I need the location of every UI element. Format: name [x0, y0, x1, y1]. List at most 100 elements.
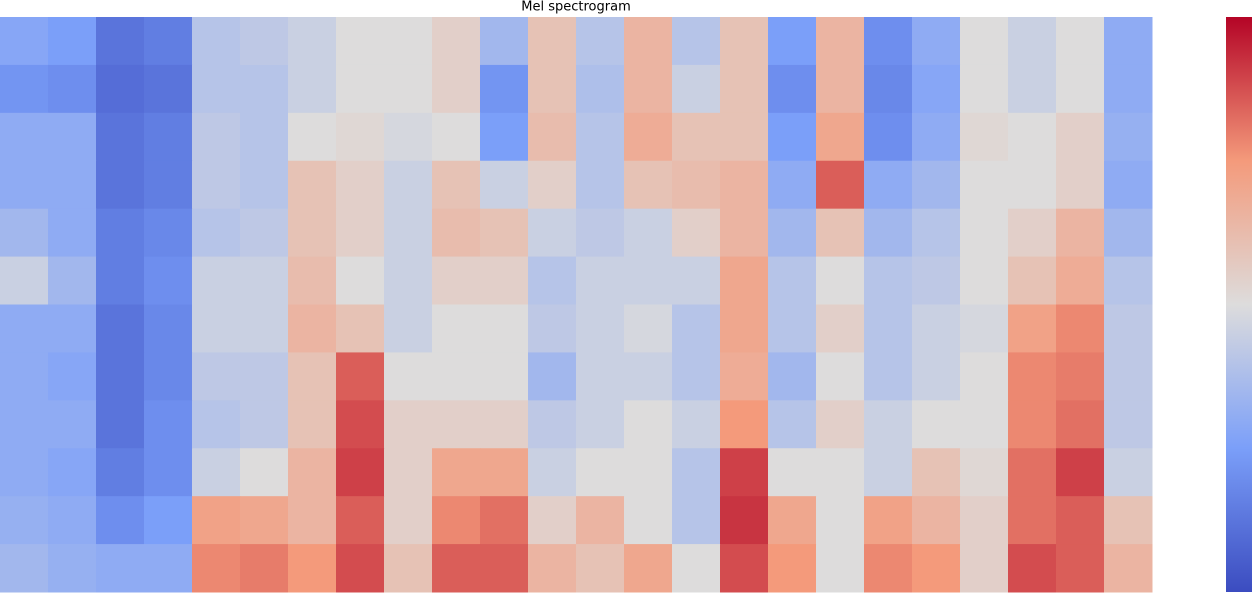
heatmap-cell — [960, 64, 1009, 114]
heatmap-cell — [1008, 304, 1057, 353]
heatmap-cell — [384, 448, 433, 497]
heatmap-cell — [144, 256, 193, 305]
heatmap-cell — [96, 17, 145, 66]
heatmap-cell — [1008, 208, 1057, 258]
heatmap-cell — [144, 64, 193, 114]
heatmap-cell — [48, 400, 97, 449]
heatmap-cell — [192, 112, 241, 162]
heatmap-cell — [624, 160, 673, 210]
heatmap-cell — [1008, 17, 1057, 66]
heatmap-cell — [1008, 352, 1057, 401]
heatmap-cell — [768, 112, 817, 162]
heatmap-cell — [432, 544, 481, 593]
heatmap-cell — [1008, 544, 1057, 593]
heatmap-cell — [432, 352, 481, 401]
heatmap-cell — [768, 304, 817, 353]
heatmap-cell — [864, 17, 913, 66]
heatmap-cell — [1056, 160, 1105, 210]
heatmap-cell — [1104, 448, 1153, 497]
heatmap-cell — [912, 64, 961, 114]
heatmap-cell — [1056, 256, 1105, 305]
heatmap-cell — [768, 208, 817, 258]
heatmap-cell — [240, 496, 289, 545]
heatmap-cell — [384, 208, 433, 258]
heatmap-cell — [1104, 400, 1153, 449]
heatmap-cell — [336, 256, 385, 305]
heatmap-cell — [576, 64, 625, 114]
heatmap-cell — [480, 352, 529, 401]
heatmap-cell — [1104, 112, 1153, 162]
heatmap-cell — [864, 544, 913, 593]
heatmap-cell — [576, 160, 625, 210]
heatmap-cell — [768, 400, 817, 449]
heatmap-cell — [720, 160, 769, 210]
heatmap-cell — [432, 256, 481, 305]
heatmap-cell — [1056, 400, 1105, 449]
heatmap-cell — [1104, 256, 1153, 305]
heatmap-cell — [336, 544, 385, 593]
heatmap-cell — [0, 64, 49, 114]
heatmap-cell — [288, 448, 337, 497]
heatmap-cell — [672, 304, 721, 353]
heatmap-cell — [528, 17, 577, 66]
heatmap-cell — [384, 64, 433, 114]
heatmap-cell — [864, 112, 913, 162]
heatmap-cell — [0, 448, 49, 497]
heatmap-cell — [720, 448, 769, 497]
heatmap-cell — [672, 64, 721, 114]
heatmap-cell — [480, 160, 529, 210]
heatmap-cell — [240, 256, 289, 305]
heatmap-cell — [720, 17, 769, 66]
heatmap-cell — [48, 304, 97, 353]
heatmap-cell — [192, 64, 241, 114]
heatmap-cells — [0, 17, 1153, 593]
heatmap-cell — [960, 17, 1009, 66]
heatmap-cell — [240, 160, 289, 210]
heatmap-cell — [144, 496, 193, 545]
heatmap-cell — [96, 208, 145, 258]
heatmap-cell — [288, 160, 337, 210]
heatmap-cell — [288, 304, 337, 353]
heatmap-cell — [480, 208, 529, 258]
heatmap-cell — [576, 304, 625, 353]
heatmap-cell — [528, 208, 577, 258]
heatmap-cell — [672, 400, 721, 449]
heatmap-cell — [912, 256, 961, 305]
heatmap-cell — [624, 304, 673, 353]
heatmap-cell — [288, 64, 337, 114]
heatmap-cell — [768, 256, 817, 305]
heatmap-cell — [48, 64, 97, 114]
heatmap-cell — [336, 208, 385, 258]
heatmap-cell — [768, 352, 817, 401]
heatmap-cell — [192, 400, 241, 449]
heatmap-cell — [960, 448, 1009, 497]
heatmap-cell — [192, 160, 241, 210]
heatmap-cell — [816, 304, 865, 353]
heatmap-cell — [240, 400, 289, 449]
heatmap-cell — [48, 112, 97, 162]
heatmap-cell — [624, 112, 673, 162]
heatmap-cell — [720, 400, 769, 449]
heatmap-cell — [864, 208, 913, 258]
heatmap-cell — [1008, 64, 1057, 114]
heatmap-cell — [864, 256, 913, 305]
heatmap-cell — [48, 496, 97, 545]
heatmap-cell — [576, 352, 625, 401]
heatmap-cell — [672, 160, 721, 210]
heatmap-cell — [1104, 352, 1153, 401]
heatmap-cell — [144, 208, 193, 258]
heatmap-cell — [48, 544, 97, 593]
heatmap-cell — [576, 208, 625, 258]
heatmap-cell — [336, 112, 385, 162]
heatmap-cell — [960, 208, 1009, 258]
heatmap-cell — [1056, 208, 1105, 258]
heatmap-cell — [240, 544, 289, 593]
heatmap-cell — [144, 400, 193, 449]
heatmap-cell — [960, 160, 1009, 210]
heatmap-cell — [480, 304, 529, 353]
heatmap-cell — [1008, 400, 1057, 449]
heatmap-cell — [768, 17, 817, 66]
heatmap-cell — [144, 112, 193, 162]
heatmap-cell — [1104, 304, 1153, 353]
